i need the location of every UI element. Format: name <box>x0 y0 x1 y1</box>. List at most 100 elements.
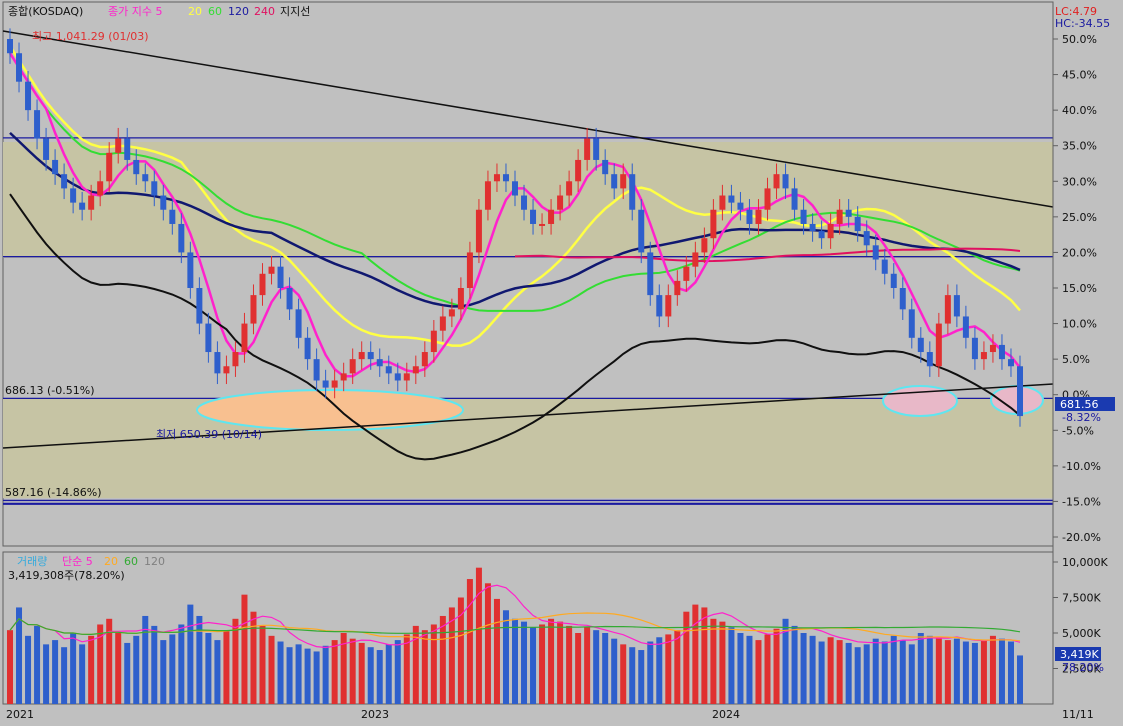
support-line <box>2 383 1054 449</box>
candle-body <box>998 344 1005 360</box>
candle-body <box>530 209 537 224</box>
volume-bar <box>764 634 771 704</box>
volume-legend-ma120: 120 <box>144 555 165 568</box>
candle-body <box>584 138 591 160</box>
candle-body <box>602 159 609 175</box>
candle-body <box>701 238 708 253</box>
volume-bar <box>854 647 861 704</box>
last-pct: -8.32% <box>1062 411 1101 424</box>
volume-legend-ma60: 60 <box>124 555 138 568</box>
candle-body <box>304 337 311 360</box>
candle-body <box>475 209 482 253</box>
volume-last-box <box>1055 647 1101 661</box>
candle-body <box>548 209 555 224</box>
candle-body <box>512 181 518 196</box>
volume-bar <box>953 638 960 704</box>
volume-bar <box>160 640 167 704</box>
candle-body <box>521 195 528 210</box>
volume-bar <box>7 630 13 704</box>
volume-bar <box>656 637 663 704</box>
candle-body <box>223 366 230 374</box>
candle-body <box>448 309 455 317</box>
volume-bar <box>1017 655 1023 704</box>
candle-body <box>746 209 753 224</box>
candle-body <box>412 366 419 374</box>
volume-bar <box>484 583 491 704</box>
volume-bar <box>349 638 356 704</box>
y-tick-label: 40.0% <box>1062 104 1097 117</box>
candle-body <box>250 295 257 324</box>
candle-body <box>908 309 915 338</box>
candle-body <box>665 295 672 317</box>
y-tick-label: 45.0% <box>1062 69 1097 82</box>
volume-bar <box>367 647 374 704</box>
volume-bar <box>791 625 798 704</box>
candle-body <box>295 309 302 338</box>
volume-bar <box>962 641 969 704</box>
candle-body <box>178 223 185 253</box>
candle-body <box>935 323 942 367</box>
candle-body <box>196 288 203 324</box>
candle-body <box>782 174 789 189</box>
candle-body <box>106 152 113 182</box>
volume-bar <box>512 618 518 704</box>
candle-body <box>980 352 987 360</box>
candle-body <box>151 181 158 196</box>
volume-bar <box>241 594 248 704</box>
volume-bar <box>809 635 816 704</box>
volume-tick-label: 7,500K <box>1062 592 1101 605</box>
volume-bar <box>890 635 897 704</box>
volume-bar <box>25 635 32 704</box>
candle-body <box>403 373 410 381</box>
candle-body <box>169 209 176 224</box>
candle-body <box>728 195 735 203</box>
candle-body <box>620 174 627 189</box>
candle-body <box>773 174 780 189</box>
volume-bar <box>1007 641 1014 704</box>
volume-bar <box>548 618 555 704</box>
volume-bar <box>674 630 681 704</box>
candle-body <box>674 280 681 296</box>
volume-bar <box>214 640 221 704</box>
volume-bar <box>358 642 365 704</box>
x-label-2023: 2023 <box>361 708 389 721</box>
volume-bar <box>412 625 419 704</box>
candle-body <box>638 209 645 253</box>
volume-bar <box>376 650 383 704</box>
volume-bar <box>755 640 762 704</box>
low-annotation: 최저 650.39 (10/14) <box>156 428 262 441</box>
volume-bar <box>394 640 401 704</box>
volume-bar <box>502 610 509 704</box>
volume-bar <box>908 644 915 704</box>
candle-body <box>286 288 293 310</box>
candle-body <box>439 316 446 331</box>
volume-bar <box>980 640 987 704</box>
candle-body <box>367 352 374 360</box>
candle-body <box>133 159 140 175</box>
y-tick-label: 50.0% <box>1062 33 1097 46</box>
volume-bar <box>557 621 564 704</box>
y-tick-label: -10.0% <box>1062 460 1101 473</box>
candle-body <box>917 337 924 353</box>
volume-bar <box>638 650 645 704</box>
volume-bar <box>232 618 239 704</box>
volume-bar <box>43 644 50 704</box>
volume-legend-ma20: 20 <box>104 555 118 568</box>
volume-bar <box>863 644 870 704</box>
volume-bar <box>692 604 699 704</box>
volume-bar <box>935 637 942 704</box>
candle-body <box>7 39 13 54</box>
candle-body <box>79 202 86 210</box>
candle-body <box>755 209 762 224</box>
y-tick-label: 20.0% <box>1062 246 1097 259</box>
volume-ma5 <box>9 584 1021 649</box>
volume-bar <box>746 635 753 704</box>
black-curve <box>9 193 1021 461</box>
candle-body <box>187 252 194 288</box>
candle-body <box>457 288 464 310</box>
volume-bar <box>16 607 23 704</box>
volume-bar <box>457 597 464 704</box>
candle-body <box>1007 359 1014 367</box>
volume-bar <box>593 630 600 704</box>
volume-bar <box>304 648 311 704</box>
